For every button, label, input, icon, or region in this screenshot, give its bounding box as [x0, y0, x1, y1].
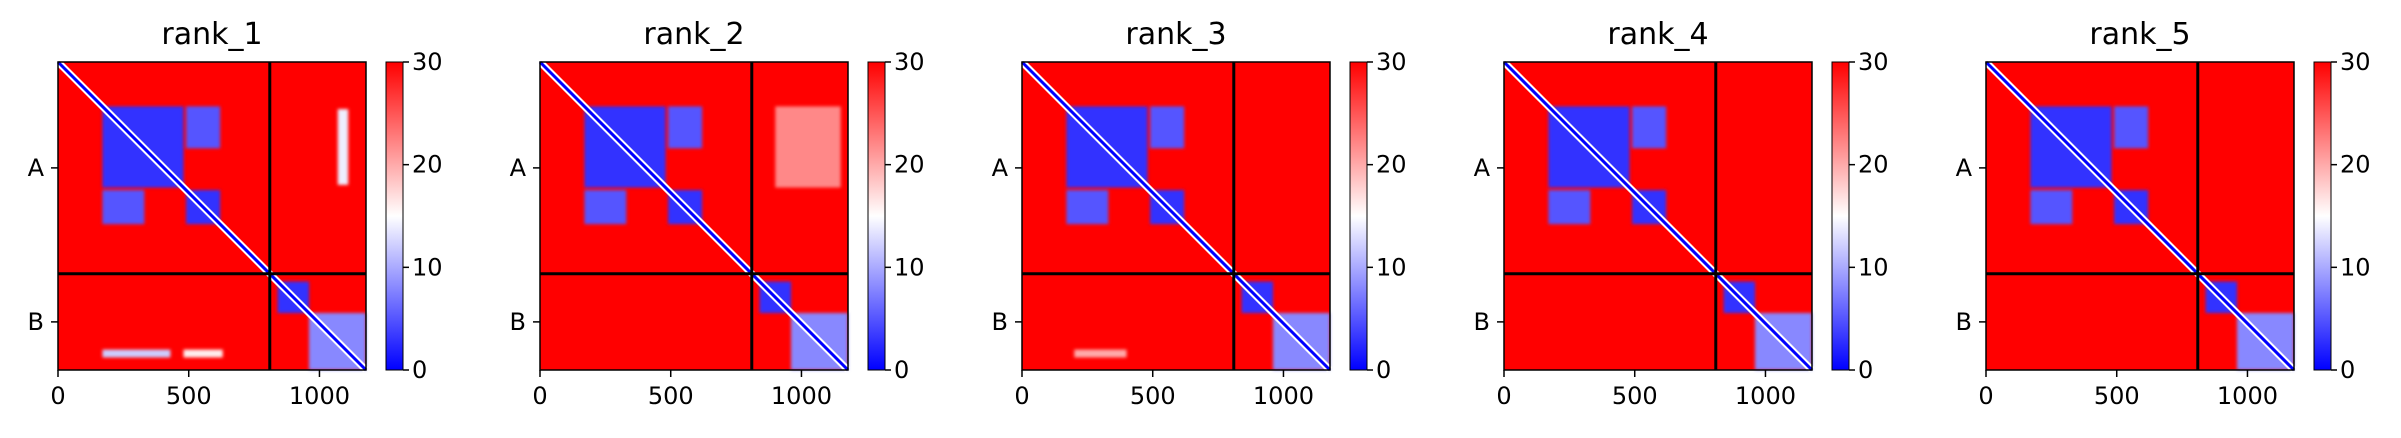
colorbar-gradient: [1349, 61, 1368, 371]
heatmap-cell-block: [668, 106, 703, 149]
panel-title: rank_1: [161, 17, 262, 52]
chain-label-A: A: [510, 154, 527, 182]
diagonal-line: [56, 60, 368, 372]
heatmap-cell-block: [186, 106, 221, 149]
chain-label-B: B: [28, 308, 44, 336]
colorbar-tick-label: 10: [894, 253, 925, 281]
colorbar-tick-label: 0: [1376, 356, 1391, 384]
colorbar: 0 10 20 30: [1831, 48, 1889, 384]
heatmap-cell-block: [584, 190, 627, 225]
chain-label-B: B: [992, 308, 1008, 336]
x-tick-label: 500: [2094, 382, 2140, 410]
chain-label-A: A: [1956, 154, 1973, 182]
diagonal-line: [1984, 60, 2296, 372]
panel-rank_1: rank_1 0 500 1000 A B 0 10 20 30: [28, 17, 443, 410]
colorbar-tick-label: 10: [2340, 253, 2371, 281]
heatmap-cell-block: [775, 106, 841, 188]
colorbar-tick-label: 0: [894, 356, 909, 384]
colorbar-tick-label: 0: [1858, 356, 1873, 384]
x-tick-label: 500: [1130, 382, 1176, 410]
colorbar-tick-label: 20: [894, 151, 925, 179]
heatmap-cell-block: [2114, 106, 2149, 149]
heatmap-cell-block: [1074, 349, 1127, 358]
plot-frame: [1503, 61, 1813, 371]
panel-rank_2: rank_2 0 500 1000 A B 0 10 20 30: [510, 17, 925, 410]
plot-frame: [539, 61, 849, 371]
colorbar: 0 10 20 30: [385, 48, 443, 384]
heatmap-cell-block: [1066, 190, 1109, 225]
heatmap-cell-block: [102, 190, 145, 225]
x-tick-label: 1000: [2217, 382, 2278, 410]
colorbar-tick-label: 30: [2340, 48, 2371, 76]
colorbar: 0 10 20 30: [2313, 48, 2371, 384]
x-tick-label: 0: [1496, 382, 1511, 410]
x-tick-label: 1000: [1735, 382, 1796, 410]
colorbar: 0 10 20 30: [867, 48, 925, 384]
panel-title: rank_5: [2089, 17, 2190, 52]
plot-frame: [1985, 61, 2295, 371]
panel-title: rank_2: [643, 17, 744, 52]
x-tick-label: 0: [532, 382, 547, 410]
x-tick-label: 500: [648, 382, 694, 410]
panel-title: rank_3: [1125, 17, 1226, 52]
diagonal-line: [538, 60, 850, 372]
heatmap-cell-block: [1548, 190, 1591, 225]
colorbar-tick-label: 10: [1858, 253, 1889, 281]
panel-rank_4: rank_4 0 500 1000 A B 0 10 20 30: [1474, 17, 1889, 410]
heatmap-cell-block: [1632, 106, 1667, 149]
colorbar-tick-label: 20: [412, 151, 443, 179]
heatmap-cell-block: [2030, 190, 2073, 225]
heatmap-cell-block: [183, 349, 223, 358]
panel-rank_5: rank_5 0 500 1000 A B 0 10 20 30: [1956, 17, 2371, 410]
plot-frame: [1021, 61, 1331, 371]
plot-frame: [57, 61, 367, 371]
x-tick-label: 0: [1978, 382, 1993, 410]
colorbar-gradient: [385, 61, 404, 371]
x-tick-label: 1000: [1253, 382, 1314, 410]
colorbar-gradient: [1831, 61, 1850, 371]
panel-rank_3: rank_3 0 500 1000 A B 0 10 20 30: [992, 17, 1407, 410]
colorbar-tick-label: 30: [1858, 48, 1889, 76]
colorbar-tick-label: 30: [1376, 48, 1407, 76]
x-tick-label: 0: [1014, 382, 1029, 410]
x-tick-label: 500: [166, 382, 212, 410]
heatmap-cell-block: [1150, 106, 1185, 149]
x-tick-label: 0: [50, 382, 65, 410]
x-tick-label: 1000: [771, 382, 832, 410]
colorbar-tick-label: 20: [1376, 151, 1407, 179]
heatmap-cell-block: [337, 109, 349, 185]
colorbar-tick-label: 30: [894, 48, 925, 76]
chain-label-A: A: [28, 154, 45, 182]
colorbar-tick-label: 0: [412, 356, 427, 384]
colorbar-tick-label: 20: [2340, 151, 2371, 179]
colorbar-tick-label: 10: [412, 253, 443, 281]
colorbar-gradient: [2313, 61, 2332, 371]
colorbar: 0 10 20 30: [1349, 48, 1407, 384]
chain-label-B: B: [1956, 308, 1972, 336]
chain-label-A: A: [1474, 154, 1491, 182]
x-tick-label: 500: [1612, 382, 1658, 410]
diagonal-line: [1502, 60, 1814, 372]
panel-title: rank_4: [1607, 17, 1708, 52]
colorbar-tick-label: 20: [1858, 151, 1889, 179]
chain-label-B: B: [1474, 308, 1490, 336]
colorbar-gradient: [867, 61, 886, 371]
colorbar-tick-label: 10: [1376, 253, 1407, 281]
diagonal-line: [1020, 60, 1332, 372]
chain-label-A: A: [992, 154, 1009, 182]
x-tick-label: 1000: [289, 382, 350, 410]
colorbar-tick-label: 30: [412, 48, 443, 76]
colorbar-tick-label: 0: [2340, 356, 2355, 384]
heatmap-cell-block: [102, 349, 171, 358]
chain-label-B: B: [510, 308, 526, 336]
